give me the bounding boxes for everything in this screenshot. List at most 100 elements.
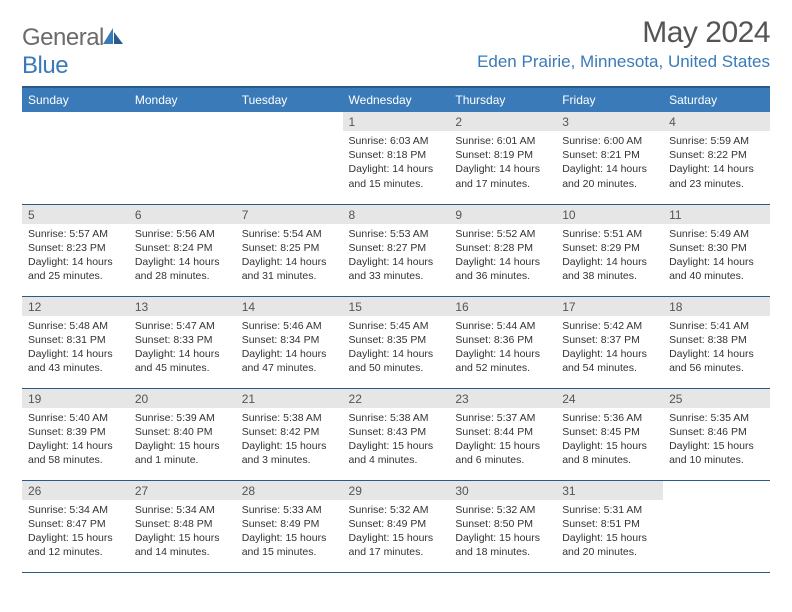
day-detail-line: Daylight: 15 hours and 12 minutes. (28, 531, 123, 559)
day-detail-line: Sunset: 8:35 PM (349, 333, 444, 347)
day-detail-line: Daylight: 14 hours and 40 minutes. (669, 255, 764, 283)
day-detail-line: Sunrise: 5:36 AM (562, 411, 657, 425)
calendar-day-cell (236, 112, 343, 204)
day-detail-line: Daylight: 15 hours and 20 minutes. (562, 531, 657, 559)
calendar-day-cell: 24Sunrise: 5:36 AMSunset: 8:45 PMDayligh… (556, 388, 663, 480)
day-detail-line: Sunset: 8:37 PM (562, 333, 657, 347)
day-detail-line: Daylight: 14 hours and 56 minutes. (669, 347, 764, 375)
calendar-day-cell: 13Sunrise: 5:47 AMSunset: 8:33 PMDayligh… (129, 296, 236, 388)
day-number: 27 (129, 481, 236, 500)
page-header: GeneralBlue May 2024 Eden Prairie, Minne… (22, 16, 770, 80)
brand-text-blue: Blue (22, 52, 68, 79)
calendar-body: 1Sunrise: 6:03 AMSunset: 8:18 PMDaylight… (22, 112, 770, 572)
day-details: Sunrise: 5:38 AMSunset: 8:43 PMDaylight:… (343, 408, 450, 472)
day-details: Sunrise: 5:53 AMSunset: 8:27 PMDaylight:… (343, 224, 450, 288)
calendar-week-row: 26Sunrise: 5:34 AMSunset: 8:47 PMDayligh… (22, 480, 770, 572)
day-detail-line: Daylight: 14 hours and 45 minutes. (135, 347, 230, 375)
calendar-day-cell: 30Sunrise: 5:32 AMSunset: 8:50 PMDayligh… (449, 480, 556, 572)
calendar-day-cell: 14Sunrise: 5:46 AMSunset: 8:34 PMDayligh… (236, 296, 343, 388)
calendar-day-cell: 8Sunrise: 5:53 AMSunset: 8:27 PMDaylight… (343, 204, 450, 296)
day-detail-line: Daylight: 15 hours and 17 minutes. (349, 531, 444, 559)
day-detail-line: Daylight: 15 hours and 15 minutes. (242, 531, 337, 559)
day-detail-line: Sunrise: 5:45 AM (349, 319, 444, 333)
day-number: 16 (449, 297, 556, 316)
day-detail-line: Sunset: 8:46 PM (669, 425, 764, 439)
day-number: 28 (236, 481, 343, 500)
day-detail-line: Daylight: 14 hours and 15 minutes. (349, 162, 444, 190)
day-detail-line: Sunrise: 5:37 AM (455, 411, 550, 425)
day-detail-line: Sunrise: 5:46 AM (242, 319, 337, 333)
calendar-day-cell: 28Sunrise: 5:33 AMSunset: 8:49 PMDayligh… (236, 480, 343, 572)
day-detail-line: Daylight: 14 hours and 54 minutes. (562, 347, 657, 375)
day-detail-line: Sunset: 8:47 PM (28, 517, 123, 531)
title-block: May 2024 Eden Prairie, Minnesota, United… (477, 16, 770, 72)
day-number: 21 (236, 389, 343, 408)
sail-icon (102, 24, 124, 52)
day-detail-line: Sunrise: 6:03 AM (349, 134, 444, 148)
day-number: 23 (449, 389, 556, 408)
day-detail-line: Sunrise: 5:34 AM (28, 503, 123, 517)
day-details: Sunrise: 5:51 AMSunset: 8:29 PMDaylight:… (556, 224, 663, 288)
day-detail-line: Sunrise: 5:56 AM (135, 227, 230, 241)
day-detail-line: Daylight: 14 hours and 20 minutes. (562, 162, 657, 190)
calendar-day-cell: 29Sunrise: 5:32 AMSunset: 8:49 PMDayligh… (343, 480, 450, 572)
day-detail-line: Daylight: 14 hours and 50 minutes. (349, 347, 444, 375)
day-number: 2 (449, 112, 556, 131)
day-number: 13 (129, 297, 236, 316)
day-detail-line: Daylight: 14 hours and 25 minutes. (28, 255, 123, 283)
day-detail-line: Daylight: 15 hours and 4 minutes. (349, 439, 444, 467)
calendar-day-cell: 21Sunrise: 5:38 AMSunset: 8:42 PMDayligh… (236, 388, 343, 480)
day-detail-line: Sunrise: 5:39 AM (135, 411, 230, 425)
day-detail-line: Sunrise: 5:42 AM (562, 319, 657, 333)
calendar-day-cell: 9Sunrise: 5:52 AMSunset: 8:28 PMDaylight… (449, 204, 556, 296)
day-detail-line: Sunset: 8:39 PM (28, 425, 123, 439)
day-details: Sunrise: 5:45 AMSunset: 8:35 PMDaylight:… (343, 316, 450, 380)
day-detail-line: Sunset: 8:23 PM (28, 241, 123, 255)
day-detail-line: Sunrise: 5:31 AM (562, 503, 657, 517)
day-detail-line: Sunrise: 5:40 AM (28, 411, 123, 425)
day-detail-line: Daylight: 14 hours and 38 minutes. (562, 255, 657, 283)
day-details: Sunrise: 5:59 AMSunset: 8:22 PMDaylight:… (663, 131, 770, 195)
brand-logo: GeneralBlue (22, 16, 124, 80)
day-details: Sunrise: 5:31 AMSunset: 8:51 PMDaylight:… (556, 500, 663, 564)
day-detail-line: Sunset: 8:30 PM (669, 241, 764, 255)
day-detail-line: Sunset: 8:48 PM (135, 517, 230, 531)
day-detail-line: Sunset: 8:36 PM (455, 333, 550, 347)
calendar-day-cell: 5Sunrise: 5:57 AMSunset: 8:23 PMDaylight… (22, 204, 129, 296)
day-details: Sunrise: 5:42 AMSunset: 8:37 PMDaylight:… (556, 316, 663, 380)
day-number: 1 (343, 112, 450, 131)
day-details: Sunrise: 5:34 AMSunset: 8:47 PMDaylight:… (22, 500, 129, 564)
day-detail-line: Daylight: 15 hours and 18 minutes. (455, 531, 550, 559)
day-number: 4 (663, 112, 770, 131)
day-number: 12 (22, 297, 129, 316)
calendar-day-cell: 18Sunrise: 5:41 AMSunset: 8:38 PMDayligh… (663, 296, 770, 388)
day-detail-line: Daylight: 15 hours and 1 minute. (135, 439, 230, 467)
day-detail-line: Daylight: 15 hours and 14 minutes. (135, 531, 230, 559)
day-detail-line: Sunset: 8:27 PM (349, 241, 444, 255)
day-detail-line: Sunset: 8:28 PM (455, 241, 550, 255)
calendar-week-row: 19Sunrise: 5:40 AMSunset: 8:39 PMDayligh… (22, 388, 770, 480)
day-detail-line: Sunrise: 5:35 AM (669, 411, 764, 425)
day-details: Sunrise: 5:34 AMSunset: 8:48 PMDaylight:… (129, 500, 236, 564)
brand-text: GeneralBlue (22, 24, 124, 80)
calendar-day-cell: 10Sunrise: 5:51 AMSunset: 8:29 PMDayligh… (556, 204, 663, 296)
day-detail-line: Daylight: 15 hours and 10 minutes. (669, 439, 764, 467)
day-detail-line: Daylight: 14 hours and 28 minutes. (135, 255, 230, 283)
calendar-day-cell: 17Sunrise: 5:42 AMSunset: 8:37 PMDayligh… (556, 296, 663, 388)
day-detail-line: Sunrise: 5:32 AM (455, 503, 550, 517)
day-detail-line: Daylight: 14 hours and 33 minutes. (349, 255, 444, 283)
day-number: 6 (129, 205, 236, 224)
weekday-header: Friday (556, 87, 663, 112)
day-number: 17 (556, 297, 663, 316)
day-detail-line: Sunset: 8:51 PM (562, 517, 657, 531)
day-detail-line: Sunset: 8:44 PM (455, 425, 550, 439)
day-detail-line: Sunrise: 5:52 AM (455, 227, 550, 241)
day-detail-line: Sunset: 8:49 PM (349, 517, 444, 531)
day-detail-line: Sunset: 8:25 PM (242, 241, 337, 255)
day-detail-line: Daylight: 14 hours and 43 minutes. (28, 347, 123, 375)
day-detail-line: Sunset: 8:38 PM (669, 333, 764, 347)
calendar-table: Sunday Monday Tuesday Wednesday Thursday… (22, 86, 770, 573)
day-details: Sunrise: 5:49 AMSunset: 8:30 PMDaylight:… (663, 224, 770, 288)
day-detail-line: Sunset: 8:31 PM (28, 333, 123, 347)
day-details: Sunrise: 5:52 AMSunset: 8:28 PMDaylight:… (449, 224, 556, 288)
